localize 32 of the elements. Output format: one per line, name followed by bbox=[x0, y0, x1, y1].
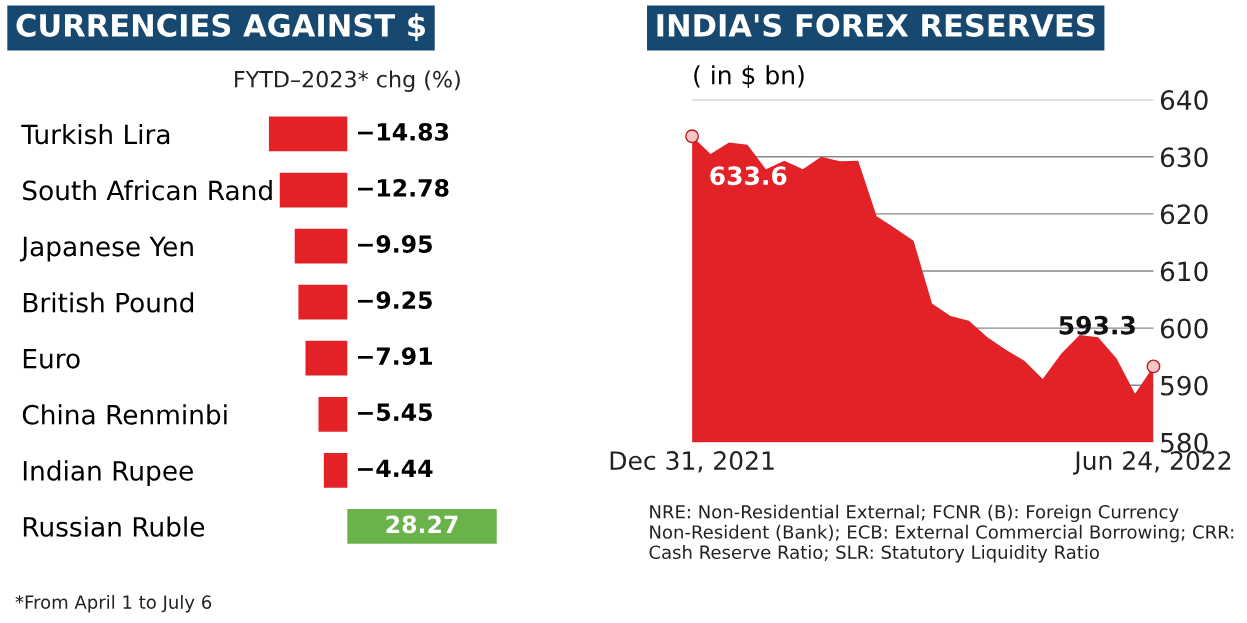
data-label: −12.78 bbox=[358, 179, 449, 197]
y-tick-label: Indian Rupee bbox=[23, 460, 193, 486]
y-tick-label: 630 bbox=[1160, 147, 1208, 168]
annotation: 593.3 bbox=[1059, 315, 1135, 335]
chart-title: CURRENCIES AGAINST $ bbox=[16, 13, 425, 41]
y-tick-label: 610 bbox=[1160, 261, 1208, 282]
y-tick-label: 600 bbox=[1160, 318, 1208, 339]
data-label: −7.91 bbox=[358, 347, 432, 366]
data-label: −4.44 bbox=[358, 459, 433, 477]
x-tick-label: Dec 31, 2021 bbox=[610, 451, 774, 473]
y-tick-label: 620 bbox=[1160, 204, 1208, 225]
y-tick-label: Japanese Yen bbox=[19, 236, 193, 262]
y-tick-label: China Renminbi bbox=[22, 404, 227, 425]
y-tick-label: Euro bbox=[23, 349, 80, 369]
chart-title: INDIA'S FOREX RESERVES bbox=[657, 13, 1095, 37]
data-label: 28.27 bbox=[386, 515, 458, 534]
data-label: −14.83 bbox=[358, 122, 449, 141]
y-tick-label: Russian Ruble bbox=[23, 516, 205, 537]
y-axis-title: ( in $ bn) bbox=[694, 65, 804, 88]
y-tick-label: British Pound bbox=[23, 292, 194, 313]
y-tick-label: 590 bbox=[1161, 375, 1208, 396]
data-label: −9.25 bbox=[358, 291, 432, 310]
chart-subtitle: FYTD–2023* chg (%) bbox=[235, 70, 460, 92]
text: *From April 1 to July 6 bbox=[15, 594, 212, 613]
text: NRE: Non-Residential External; FCNR (B): Foreign Currency Non-Resident (Bank); ECB: External Commercial Borrowing; CRR: Cash Reserve Ratio; SLR: Statutory Liquidity Ratio bbox=[649, 504, 1234, 563]
data-label: −5.45 bbox=[358, 403, 432, 422]
y-tick-label: 640 bbox=[1160, 90, 1208, 111]
data-label: −9.95 bbox=[358, 235, 432, 253]
y-tick-label: 580 bbox=[1161, 432, 1208, 453]
annotation: 633.6 bbox=[710, 166, 787, 186]
y-tick-label: South African Rand bbox=[23, 179, 272, 201]
y-tick-label: Turkish Lira bbox=[21, 123, 170, 145]
